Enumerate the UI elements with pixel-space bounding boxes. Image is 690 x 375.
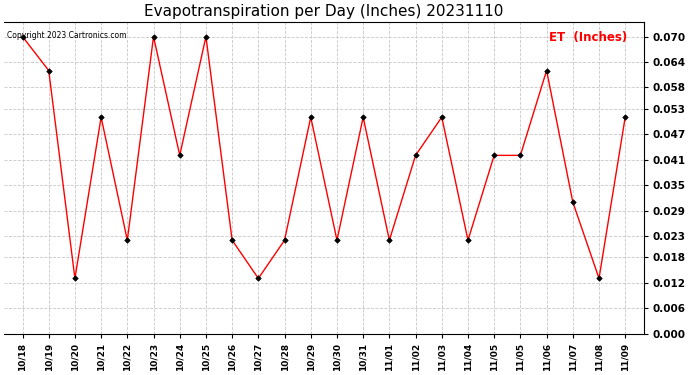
Title: Evapotranspiration per Day (Inches) 20231110: Evapotranspiration per Day (Inches) 2023… — [144, 4, 504, 19]
Text: ET  (Inches): ET (Inches) — [549, 31, 628, 44]
Text: Copyright 2023 Cartronics.com: Copyright 2023 Cartronics.com — [8, 31, 127, 40]
